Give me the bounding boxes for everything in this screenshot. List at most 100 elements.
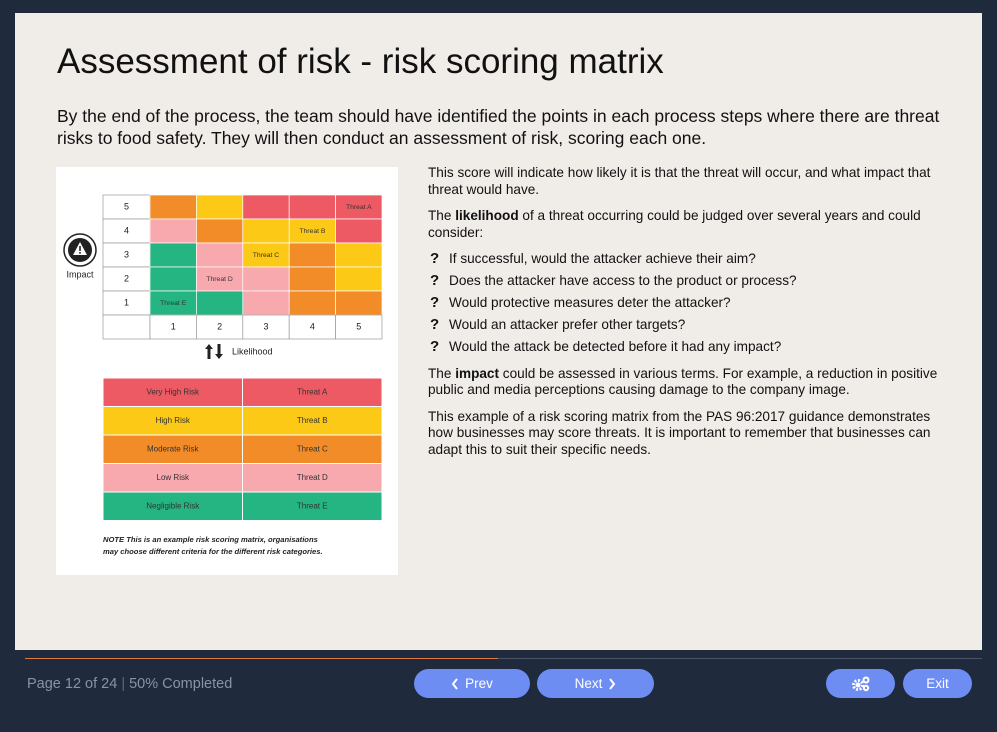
legend-threat: Threat E [297,501,328,510]
paragraph: This example of a risk scoring matrix fr… [428,408,931,457]
next-button[interactable]: Next [537,669,654,698]
column-label: 5 [356,321,361,331]
matrix-cell [335,242,383,268]
column-label-cell [335,314,383,340]
legend-threat-cell [242,434,383,464]
bullet-text: Would an attacker prefer other targets? [449,317,686,333]
legend-threat-cell [242,377,383,407]
column-label-cell [288,314,336,340]
bullet-text: Would the attack be detected before it h… [449,339,782,355]
bullet: ? Would the attack be detected before it … [428,339,953,356]
matrix-cell [288,194,336,220]
legend-level: Low Risk [157,473,190,482]
x-axis-label: Likelihood [232,346,273,356]
matrix-cell [242,194,290,220]
cell-label: Threat B [299,228,326,235]
bullet-icon: ? [430,250,440,267]
paragraph: The impact could be assessed in various … [428,366,953,399]
cell-label: Threat D [206,276,233,283]
legend-level: High Risk [156,416,191,425]
chevron-right [609,677,616,690]
matrix-cell [242,290,290,316]
legend-threat-cell [242,406,383,436]
body-text: This score will indicate how likely it i… [428,165,953,468]
bullet: ? Would protective measures deter the att… [428,295,953,312]
legend-level: Very High Risk [147,387,200,396]
corner-cell [102,314,151,340]
legend-level: Negligible Risk [146,501,200,510]
bullet-text: Does the attacker have access to the pro… [449,273,797,289]
bullet-icon: ? [430,338,440,356]
row-label: 4 [124,225,129,235]
page-title: Assessment of risk - risk scoring matrix [57,42,664,81]
matrix-cell [335,218,383,244]
matrix-cell [149,218,197,244]
text: could be assessed in various terms. For … [428,365,938,398]
legend-threat-cell [242,463,383,493]
text: The [428,208,456,223]
cell-label: Threat E [160,300,187,307]
paragraph: This score will indicate how likely it i… [428,165,931,197]
exit-button[interactable]: Exit [903,669,972,698]
impact-icon [63,233,97,267]
bullet: ? Would an attacker prefer other targets? [428,317,953,334]
matrix-cell [242,218,290,244]
prev-button[interactable]: Prev [414,669,530,698]
row-label-cell [102,218,151,244]
column-label-cell [149,314,197,340]
matrix-cell [149,266,197,292]
bold-text: likelihood [455,208,519,223]
matrix-cell [149,290,197,316]
legend-threat: Threat A [297,387,328,396]
bullet: ? Does the attacker have access to the pr… [428,273,953,290]
bullet-text: If successful, would the attacker achiev… [449,251,756,266]
prev-label: Prev [465,676,493,691]
cell-label: Threat C [253,252,280,259]
column-label: 2 [217,321,222,331]
legend-level: Moderate Risk [147,444,200,453]
legend-level-cell [102,406,243,436]
bullet: ? If successful, would the attacker achie… [428,250,953,268]
risk-matrix: 5 Threat A 4 Threat B 3 Threat C 2 Threat D 1 Thr… [63,194,383,556]
note-line: NOTE This is an example risk scoring mat… [103,535,318,544]
row-label: 1 [124,297,129,307]
exit-label: Exit [926,676,949,691]
matrix-cell [335,194,383,220]
settings-button[interactable] [826,669,895,698]
legend-threat: Threat C [297,444,328,453]
chevron-left [451,677,458,690]
figure: 5 Threat A 4 Threat B 3 Threat C 2 Threat D 1 Thr… [56,167,398,575]
legend-threat: Threat B [297,416,328,425]
matrix-cell [149,194,197,220]
intro-text: By the end of the process, the team shou… [57,106,940,148]
matrix-cell [196,266,244,292]
likelihood-icon [205,344,223,359]
matrix-cell [242,266,290,292]
matrix-cell [335,290,383,316]
matrix-cell [196,242,244,268]
cell-label: Threat A [346,204,372,211]
note-line: may choose different criteria for the di… [103,547,323,556]
bullet-icon: ? [430,272,440,290]
progress-text: 50% Completed [129,676,233,692]
matrix-cell [288,242,336,268]
bullet-list: ? If successful, would the attacker achie… [428,250,953,356]
row-label: 3 [124,249,129,259]
row-label: 2 [124,273,129,283]
legend-threat: Threat D [297,473,328,482]
page-count: Page 12 of 24 [27,676,118,692]
row-label: 5 [124,201,129,211]
column-label: 1 [171,321,176,331]
legend-threat-cell [242,491,383,521]
column-label-cell [196,314,244,340]
text: of a threat occurring could be judged ov… [428,208,921,240]
matrix-cell [196,218,244,244]
matrix-cell [335,266,383,292]
matrix-cell [196,194,244,220]
column-label: 4 [310,321,315,331]
matrix-cell [288,290,336,316]
bullet-text: Would protective measures deter the atta… [449,295,731,311]
next-label: Next [574,676,603,691]
row-label-cell [102,242,151,268]
